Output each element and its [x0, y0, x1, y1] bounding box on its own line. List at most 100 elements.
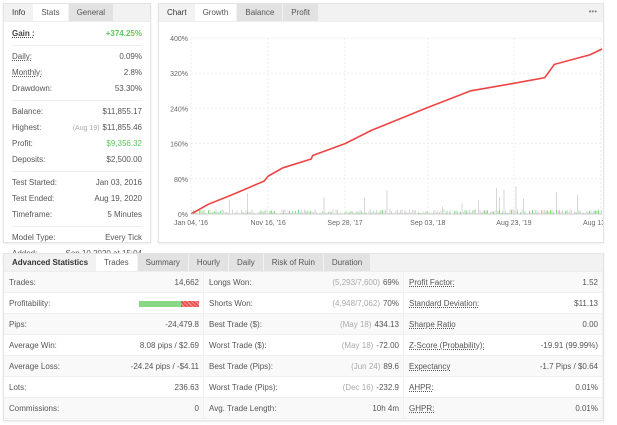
stat-label[interactable]: Expectancy: [409, 362, 451, 371]
stat-cell: Standard Deviation: $11.13: [404, 293, 603, 314]
stat-value-wrap: 0: [195, 398, 199, 418]
stat-label: Worst Trade (Pips):: [209, 383, 278, 392]
stat-value: 89.6: [383, 362, 399, 371]
stat-label: Best Trade (Pips):: [209, 362, 274, 371]
stat-value-wrap: -1.7 Pips / $0.64: [540, 356, 598, 376]
stat-value: $11,855.17: [102, 107, 142, 116]
stat-value-wrap: (4,948/7,062) 70%: [332, 293, 399, 313]
stat-note: (Aug 19): [72, 125, 100, 132]
loss-fill: [180, 301, 199, 307]
stat-value-wrap: Jan 03, 2016: [96, 175, 142, 191]
stat-value-wrap: (5,293/7,600) 69%: [332, 272, 399, 292]
stat-value-wrap: 53.30%: [115, 81, 142, 97]
stat-label[interactable]: Profit Factor:: [409, 278, 455, 287]
stat-row: Model Type: Every Tick: [12, 230, 142, 246]
tab-summary[interactable]: Summary: [137, 254, 188, 271]
tab-duration[interactable]: Duration: [323, 254, 371, 271]
stat-note: (Dec 16): [342, 383, 374, 392]
stat-label: Longs Won:: [209, 278, 252, 287]
gain-row: Gain : +374.25%: [12, 26, 142, 42]
stat-label: Best Trade ($):: [209, 320, 262, 329]
stat-value: -19.91 (99.99%): [540, 341, 598, 350]
stat-cell: Trades: 14,662: [4, 272, 204, 293]
stat-label: Timeframe:: [12, 210, 53, 219]
divider: [12, 226, 142, 227]
growth-line: [190, 48, 603, 215]
tab-daily[interactable]: Daily: [229, 254, 263, 271]
stat-row: Test Started: Jan 03, 2016: [12, 175, 142, 191]
stat-value-wrap: 2.8%: [124, 65, 142, 81]
y-tick-label: 240%: [170, 106, 188, 113]
chart-label: Chart: [167, 8, 187, 17]
stat-value-wrap: $2,500.00: [106, 152, 142, 168]
y-tick-label: 80%: [174, 177, 188, 184]
tab-stats[interactable]: Stats: [33, 4, 68, 21]
tab-balance[interactable]: Balance: [237, 4, 283, 21]
y-tick-label: 400%: [170, 36, 188, 43]
stat-label[interactable]: Monthly:: [12, 68, 43, 77]
gain-label[interactable]: Gain :: [12, 29, 35, 38]
stat-value-wrap: 0.01%: [575, 398, 598, 418]
stat-value: 10h 4m: [372, 404, 399, 413]
tab-growth[interactable]: Growth: [194, 4, 237, 21]
stat-label: Avg. Trade Length:: [209, 404, 277, 413]
stat-row: Monthly: 2.8%: [12, 65, 142, 81]
stat-value-wrap: Aug 19, 2020: [94, 191, 142, 207]
stat-label[interactable]: Sharpe Ratio: [409, 320, 456, 329]
x-tick-label: Sep 28, '17: [327, 220, 362, 227]
tab-profit[interactable]: Profit: [283, 4, 318, 21]
stat-value-wrap: -24.24 pips / -$4.11: [131, 356, 199, 376]
stat-label[interactable]: GHPR:: [409, 404, 435, 413]
stat-label: Worst Trade ($):: [209, 341, 267, 350]
stat-label[interactable]: Z-Score (Probability):: [409, 341, 485, 350]
stat-label: Highest:: [12, 123, 42, 132]
stat-value: 2.8%: [123, 68, 142, 77]
stat-value: -1.7 Pips / $0.64: [539, 362, 598, 371]
x-tick-label: Aug 23, '19: [496, 220, 531, 227]
stat-value: 0: [194, 404, 199, 413]
gain-value: +374.25%: [105, 29, 142, 38]
stat-cell: Avg. Trade Length: 10h 4m: [204, 398, 404, 419]
stat-cell: Worst Trade ($): (May 18) -72.00: [204, 335, 404, 356]
stat-note: (Jun 24): [351, 362, 381, 371]
stat-value: $11,855.46: [102, 123, 142, 132]
stat-value: 8.08 pips / $2.69: [139, 341, 199, 350]
stat-value: $9,356.32: [106, 139, 142, 148]
stat-value-wrap: 14,662: [175, 272, 199, 292]
stat-label[interactable]: Daily:: [12, 52, 33, 61]
stats-tabs: Info Stats General: [4, 4, 150, 22]
tab-general[interactable]: General: [68, 4, 114, 21]
stat-row: Test Ended: Aug 19, 2020: [12, 191, 142, 207]
stat-value-wrap: [139, 293, 199, 313]
tab-trades[interactable]: Trades: [96, 254, 137, 271]
tab-info[interactable]: Info: [12, 8, 26, 17]
stat-note: (May 18): [339, 320, 372, 329]
stat-value-wrap: Every Tick: [105, 230, 142, 246]
tab-risk-of-ruin[interactable]: Risk of Ruin: [263, 254, 323, 271]
stat-note: (5,293/7,600): [332, 278, 380, 287]
stat-value-wrap: 236.63: [175, 377, 199, 397]
stat-label: Lots:: [9, 383, 27, 392]
growth-chart: 0% 80% 160% 240% 320% 400% Jan 04, '16 Nov 16, …: [170, 36, 617, 227]
stat-value-wrap: $9,356.32: [106, 136, 142, 152]
stat-value-wrap: (Aug 19) $11,855.46: [73, 120, 142, 136]
stat-value-wrap: 0.09%: [119, 49, 142, 65]
stat-value: 434.13: [374, 320, 399, 329]
divider: [12, 171, 142, 172]
stat-value-wrap: (Jun 24) 89.6: [351, 356, 399, 376]
stat-label: Balance:: [12, 107, 44, 116]
more-menu-icon[interactable]: •••: [588, 7, 597, 16]
x-tick-label: Nov 16, '16: [251, 220, 286, 227]
stat-value: 69%: [382, 278, 399, 287]
tab-hourly[interactable]: Hourly: [188, 254, 228, 271]
stat-cell: Expectancy -1.7 Pips / $0.64: [404, 356, 603, 377]
stat-value: -232.9: [376, 383, 399, 392]
stat-label: Profitability:: [9, 299, 51, 308]
stat-label: Drawdown:: [12, 84, 53, 93]
chart-tabs: Chart Growth Balance Profit •••: [159, 4, 603, 22]
y-tick-label: 160%: [170, 142, 188, 149]
stat-value-wrap: $11,855.17: [103, 104, 142, 120]
stat-label[interactable]: Standard Deviation:: [409, 299, 480, 308]
stat-row: Deposits: $2,500.00: [12, 152, 142, 168]
stat-label[interactable]: AHPR:: [409, 383, 434, 392]
